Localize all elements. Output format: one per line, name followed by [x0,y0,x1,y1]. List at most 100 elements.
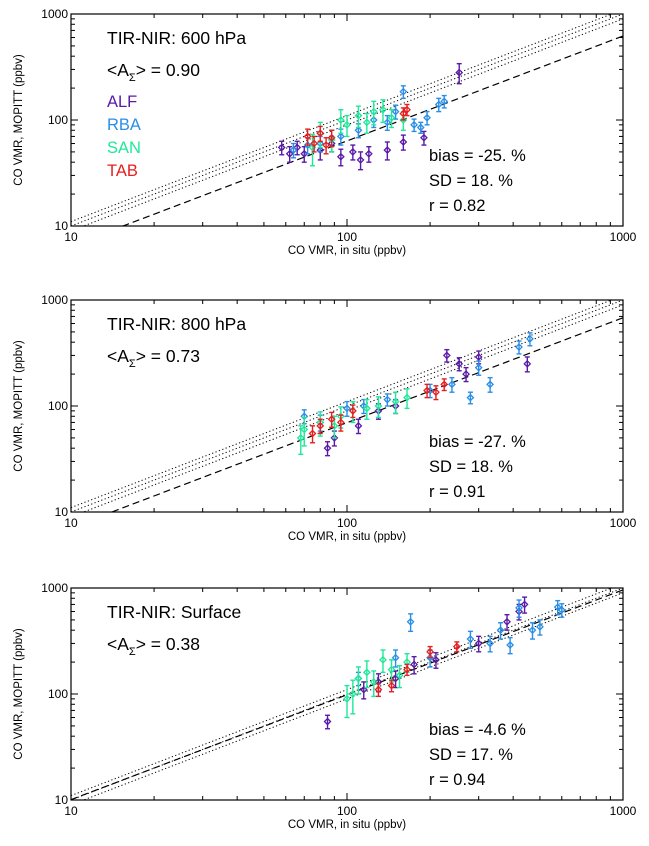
data-point [362,112,371,134]
data-point [442,348,451,363]
legend-entry-tab: TAB [107,162,138,180]
diamond-marker [362,668,371,677]
y-tick-label: 100 [48,687,68,701]
diamond-marker [383,146,392,155]
data-point [406,613,415,633]
diamond-marker [474,353,483,361]
diamond-marker [383,395,392,404]
data-point [323,714,332,730]
diamond-marker [374,402,383,410]
stat-line-2: SD = 18. % [429,172,513,190]
diamond-marker [466,393,475,402]
diamond-marker [506,641,515,649]
diamond-marker [303,132,312,141]
y-axis-label: CO VMR, MOPITT (ppbv) [13,54,25,186]
data-point [374,396,383,419]
diamond-marker [426,386,435,395]
data-point [383,114,392,131]
panel-title: TIR-NIR: 600 hPa [107,28,246,48]
data-point [455,62,464,85]
diamond-marker [330,433,339,442]
diamond-marker [322,141,331,149]
data-point [296,425,305,456]
data-point [354,418,363,435]
x-tick-label: 10 [64,230,78,244]
diamond-marker [523,359,532,368]
diamond-marker [354,111,363,120]
stat-line-3: r = 0.94 [429,771,485,789]
diamond-marker [289,146,298,155]
diamond-marker [448,380,456,389]
diamond-marker [520,600,529,609]
data-point [310,135,319,153]
diamond-marker [515,603,523,612]
y-tick-label: 1000 [41,293,68,307]
diamond-marker [391,674,400,683]
data-point [336,148,345,167]
diamond-marker [410,120,418,129]
diamond-marker [348,690,357,698]
diamond-marker [327,133,336,142]
diamond-marker [557,606,566,614]
series-san [343,649,411,719]
data-point [387,659,396,683]
data-point [277,140,286,156]
diamond-marker [336,152,345,161]
diamond-marker [356,156,365,164]
diamond-marker [434,100,443,109]
data-point [354,666,363,695]
data-point [466,391,475,405]
x-axis-label: CO VMR, in situ (ppbv) [288,531,406,543]
diamond-marker [391,397,400,406]
diamond-marker [486,380,495,389]
diamond-marker [432,388,440,397]
data-point [391,104,400,120]
diamond-marker [300,425,309,434]
x-tick-label: 100 [337,516,357,530]
data-point [455,357,464,372]
diamond-marker [308,429,317,438]
diamond-marker [535,622,544,631]
avg-kernel-label: <AΣ> = 0.90 [107,60,200,84]
stat-line-3: r = 0.91 [429,483,485,501]
diamond-marker [466,635,475,643]
diamond-marker [323,717,332,726]
data-point [387,109,396,129]
diamond-marker [359,685,368,694]
diamond-marker [399,87,408,96]
y-axis-label: CO VMR, MOPITT (ppbv) [13,628,25,760]
diamond-marker [387,113,396,122]
data-point [379,99,387,124]
diamond-marker [553,603,562,612]
series-rba [354,599,566,687]
data-point [432,385,440,401]
data-point [369,670,378,698]
diamond-marker [379,105,387,114]
avg-kernel-prefix: <A [107,60,129,80]
diamond-marker [452,642,461,651]
diamond-marker [474,363,483,372]
data-point [474,360,483,376]
diamond-marker [442,351,451,360]
diamond-marker [455,359,464,368]
series-tab [308,378,449,444]
data-point [474,635,483,653]
legend-entry-san: SAN [107,139,141,157]
data-point [379,649,387,674]
diamond-marker [423,113,431,122]
data-point [300,416,309,447]
data-point [364,145,373,163]
diamond-marker [364,149,373,158]
data-point [557,603,566,618]
diamond-marker [343,404,351,413]
avg-kernel-label: <AΣ> = 0.73 [107,346,200,370]
data-point [303,128,312,146]
diamond-marker [423,386,431,395]
diamond-marker [369,107,378,116]
data-point [420,130,428,146]
avg-kernel-label: <AΣ> = 0.38 [107,634,200,658]
x-tick-label: 10 [64,804,78,818]
diamond-marker [293,143,302,152]
x-tick-label: 10 [64,516,78,530]
y-axis-label: CO VMR, MOPITT (ppbv) [13,340,25,472]
